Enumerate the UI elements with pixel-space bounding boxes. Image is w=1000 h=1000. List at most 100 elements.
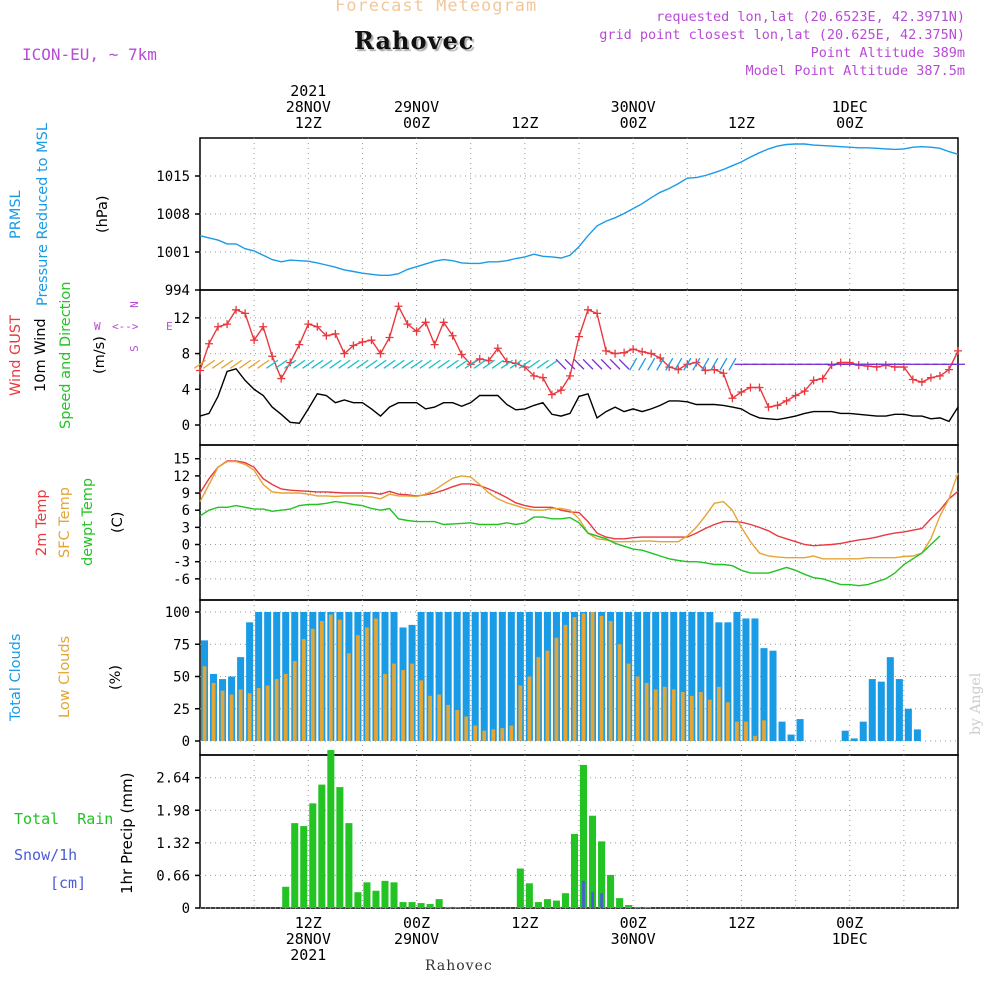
- precip-bar-total-rain: [381, 880, 389, 908]
- clouds-bar-total-clouds: [841, 730, 849, 741]
- wind-direction-arrow: [446, 359, 459, 369]
- top-time-label: 00Z: [836, 114, 863, 132]
- gust-marker: [827, 361, 836, 370]
- wind-ytick-label: 0: [182, 418, 190, 434]
- clouds-bar-low-clouds: [256, 688, 261, 741]
- clouds-bar-low-clouds: [563, 624, 568, 741]
- clouds-bar-low-clouds: [680, 691, 685, 741]
- clouds-bar-total-clouds: [778, 721, 786, 741]
- clouds-bar-low-clouds: [428, 695, 433, 741]
- top-time-label: 2021: [290, 82, 326, 100]
- wind-direction-arrow: [473, 359, 486, 369]
- clouds-bar-total-clouds: [498, 612, 506, 741]
- wind-series-wind-gust: [199, 304, 959, 408]
- snow-legend-unit: [cm]: [50, 874, 87, 892]
- clouds-bar-low-clouds: [744, 721, 748, 741]
- wind-direction-arrow: [500, 359, 513, 369]
- watermark: by Angel: [968, 672, 984, 735]
- bottom-time-label: 2021: [290, 946, 326, 964]
- clouds-bar-total-clouds: [904, 708, 912, 741]
- wind-direction-arrow: [239, 359, 252, 369]
- gust-marker: [448, 331, 457, 340]
- gust-marker: [944, 365, 953, 374]
- gust-marker: [538, 373, 547, 382]
- gust-marker: [511, 359, 520, 368]
- clouds-bar-total-clouds: [255, 612, 263, 741]
- wind-direction-arrow: [573, 358, 585, 370]
- wind-direction-arrow: [491, 359, 504, 369]
- top-time-label: 00Z: [403, 114, 430, 132]
- clouds-bar-low-clouds: [346, 653, 351, 741]
- gust-marker: [331, 329, 340, 338]
- gust-marker: [746, 383, 755, 392]
- wind-direction-arrow: [582, 358, 594, 370]
- clouds-ytick-label: 100: [165, 605, 190, 621]
- rain-legend: Total Rain: [14, 810, 113, 828]
- clouds-panel: 0 25 50 75 100: [165, 599, 959, 756]
- gust-marker: [268, 352, 277, 361]
- pressure-ytick-label: 994: [165, 283, 190, 299]
- gust-marker: [475, 354, 484, 363]
- clouds-bar-low-clouds: [383, 673, 387, 741]
- clouds-bar-low-clouds: [644, 682, 649, 741]
- wind-direction-arrow: [455, 359, 468, 369]
- clouds-bar-total-clouds: [679, 612, 687, 741]
- clouds-axis-label: (%): [108, 664, 124, 690]
- bottom-time-label: 12Z: [511, 914, 538, 932]
- precip-bar-total-rain: [561, 893, 569, 908]
- precip-bar-total-rain: [336, 787, 344, 908]
- wind-direction-arrow: [374, 359, 387, 369]
- clouds-bar-total-clouds: [453, 612, 461, 741]
- clouds-bar-low-clouds: [725, 702, 730, 741]
- wind-direction-arrow: [609, 358, 621, 370]
- precip-bar-total-rain: [589, 815, 597, 908]
- clouds-bar-low-clouds: [716, 686, 721, 741]
- clouds-bar-total-clouds: [688, 612, 696, 741]
- wind-direction-arrow: [591, 358, 603, 370]
- pressure-axis-label: (hPa): [95, 195, 111, 233]
- precip-bar-total-rain: [282, 886, 290, 908]
- precip-bar-total-rain: [552, 900, 560, 908]
- compass-arrow-icon: <-->: [112, 320, 139, 333]
- gust-marker: [845, 358, 854, 367]
- bottom-time-label: 30NOV: [611, 930, 656, 948]
- gust-marker: [656, 354, 665, 363]
- model-altitude: Model Point Altitude 387.5m: [745, 63, 965, 79]
- gust-marker: [565, 371, 574, 380]
- compass-n: N: [127, 301, 141, 308]
- clouds-bar-low-clouds: [762, 720, 766, 741]
- gust-marker: [358, 337, 367, 346]
- bottom-time-label: 29NOV: [394, 930, 439, 948]
- gust-marker: [611, 349, 620, 358]
- clouds-bar-low-clouds: [392, 663, 396, 741]
- clouds-bar-total-clouds: [462, 612, 470, 741]
- gust-marker: [809, 376, 818, 385]
- clouds-bar-low-clouds: [238, 689, 243, 741]
- clouds-bar-low-clouds: [753, 735, 757, 741]
- compass-e: E: [166, 320, 173, 333]
- clouds-bar-low-clouds: [247, 693, 252, 741]
- wind-axis-label: 10m Wind: [33, 318, 49, 392]
- gust-marker: [782, 396, 791, 405]
- wind-direction-arrow: [202, 359, 216, 369]
- temp-ytick-label: 9: [182, 486, 190, 502]
- gust-marker: [367, 336, 376, 345]
- temp-ytick-label: 6: [182, 503, 190, 519]
- gust-marker: [304, 320, 313, 329]
- gust-marker: [935, 371, 944, 380]
- wind-direction-arrow: [710, 357, 719, 371]
- precip-bar-total-rain: [327, 750, 335, 908]
- wind-direction-arrow: [564, 358, 576, 370]
- clouds-bar-low-clouds: [536, 657, 541, 741]
- wind-direction-arrow: [527, 359, 540, 369]
- wind-ytick-label: 8: [182, 347, 190, 363]
- clouds-bar-total-clouds: [877, 681, 885, 741]
- gust-marker: [457, 350, 466, 359]
- gust-marker: [295, 340, 304, 349]
- wind-ytick-label: 4: [182, 382, 190, 398]
- clouds-bar-low-clouds: [518, 685, 523, 741]
- gust-marker: [836, 358, 845, 367]
- wind-direction-arrow: [600, 358, 612, 370]
- gust-marker: [205, 339, 214, 348]
- point-altitude: Point Altitude 389m: [810, 45, 965, 61]
